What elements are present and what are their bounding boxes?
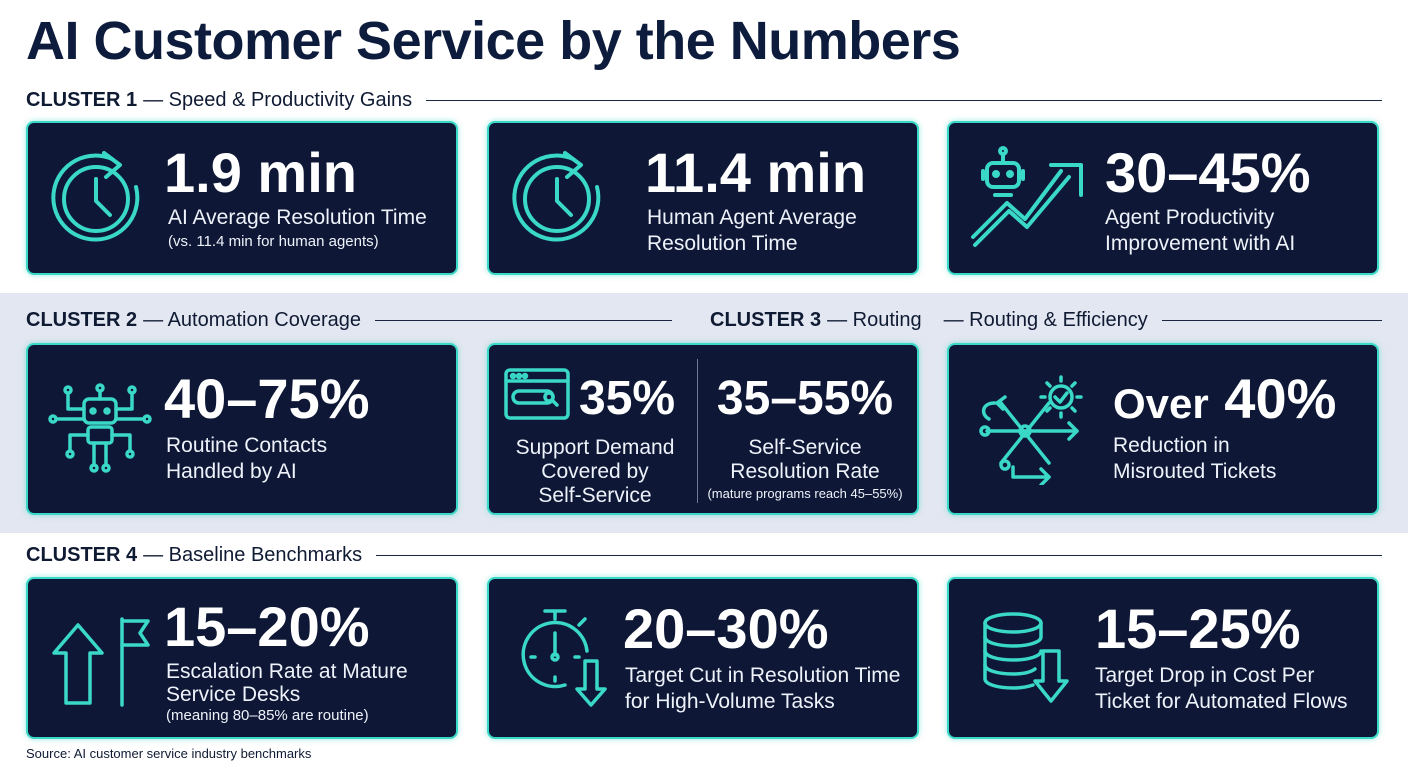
stat-note: (vs. 11.4 min for human agents): [168, 233, 379, 250]
stat-label-line-1: Agent Productivity: [1105, 206, 1275, 229]
stat-label-line-1: Escalation Rate at Mature: [166, 660, 408, 683]
card-ai-resolution-time: 1.9 min AI Average Resolution Time (vs. …: [26, 121, 458, 275]
stat-label: AI Average Resolution Time: [168, 206, 427, 229]
self-service-resolution-value: 35–55%: [716, 372, 894, 425]
self-service-resolution-note: (mature programs reach 45–55%): [707, 486, 903, 501]
cluster-4-divider: [376, 554, 1382, 556]
stat-label-line-2: Resolution Time: [647, 232, 798, 255]
routing-network-icon: [977, 375, 1089, 485]
stat-value-line: Over 40%: [1113, 369, 1336, 434]
self-service-coverage-label-line-3: Self-Service: [538, 484, 652, 507]
card-human-resolution-time: 11.4 min Human Agent Average Resolution …: [487, 121, 919, 275]
robot-trend-arrow-icon: [969, 141, 1093, 253]
cluster-1-divider: [426, 99, 1382, 101]
clock-refresh-icon: [48, 143, 148, 253]
page-title: AI Customer Service by the Numbers: [26, 11, 961, 71]
stat-value: 20–30%: [623, 597, 829, 660]
self-service-coverage-value: 35%: [579, 372, 676, 425]
stat-label-line-2: Ticket for Automated Flows: [1095, 690, 1348, 713]
cluster-3-header: CLUSTER 3 — Routing — Routing & Efficien…: [710, 308, 1382, 332]
stat-value: 30–45%: [1105, 141, 1311, 204]
source-note: Source: AI customer service industry ben…: [26, 746, 312, 761]
card-self-service: 35% Support Demand Covered by Self-Servi…: [487, 343, 919, 515]
stat-value: 15–20%: [164, 595, 370, 658]
stat-value: 40%: [1224, 367, 1337, 430]
cluster-1-name: — Speed & Productivity Gains: [143, 88, 413, 111]
clock-refresh-icon: [509, 143, 609, 253]
stat-label-line-2: for High-Volume Tasks: [625, 690, 835, 713]
self-service-coverage-label-line-1: Support Demand: [515, 436, 675, 459]
stat-prefix: Over: [1113, 380, 1209, 427]
self-service-resolution-label-line-2: Resolution Rate: [730, 460, 880, 483]
stat-label-line-1: Target Cut in Resolution Time: [625, 664, 901, 687]
stat-label-line-2: Service Desks: [166, 683, 301, 706]
card-misrouted-tickets: Over 40% Reduction in Misrouted Tickets: [947, 343, 1379, 515]
stat-value: 15–25%: [1095, 597, 1301, 660]
cluster-3-name: — Routing: [827, 308, 922, 331]
card-cost-per-ticket: 15–25% Target Drop in Cost Per Ticket fo…: [947, 577, 1379, 739]
stat-label-line-2: Misrouted Tickets: [1113, 460, 1277, 483]
stat-label-line-1: Target Drop in Cost Per: [1095, 664, 1315, 687]
stopwatch-down-icon: [517, 607, 609, 707]
stat-label-line-2: Improvement with AI: [1105, 232, 1296, 255]
cluster-3-label: CLUSTER 3: [710, 308, 822, 331]
cluster-1-label: CLUSTER 1: [26, 88, 138, 111]
card-routine-contacts: 40–75% Routine Contacts Handled by AI: [26, 343, 458, 515]
card-agent-productivity: 30–45% Agent Productivity Improvement wi…: [947, 121, 1379, 275]
card-resolution-time-cut: 20–30% Target Cut in Resolution Time for…: [487, 577, 919, 739]
coins-down-icon: [979, 611, 1079, 707]
self-service-coverage-label-line-2: Covered by: [541, 460, 649, 483]
stat-note: (meaning 80–85% are routine): [166, 707, 369, 724]
stat-label-line-2: Handled by AI: [166, 460, 297, 483]
self-service-divider: [697, 359, 698, 503]
cluster-1-header: CLUSTER 1 — Speed & Productivity Gains: [26, 88, 1382, 112]
cluster-3-name-secondary: — Routing & Efficiency: [943, 308, 1148, 331]
cluster-3-divider: [1161, 319, 1382, 321]
stat-value: 11.4 min: [645, 141, 867, 204]
cluster-4-name: — Baseline Benchmarks: [143, 543, 363, 566]
arrow-up-flag-icon: [50, 611, 150, 707]
card-escalation-rate: 15–20% Escalation Rate at Mature Service…: [26, 577, 458, 739]
cluster-4-header: CLUSTER 4 — Baseline Benchmarks: [26, 543, 1382, 567]
cluster-4-label: CLUSTER 4: [26, 543, 138, 566]
stat-value: 1.9 min: [164, 141, 357, 204]
self-service-resolution-label-line-1: Self-Service: [748, 436, 862, 459]
cluster-2-name: — Automation Coverage: [143, 308, 362, 331]
robot-circuit-icon: [46, 381, 154, 477]
cluster-2-header: CLUSTER 2 — Automation Coverage: [26, 308, 672, 332]
stat-label-line-1: Reduction in: [1113, 434, 1230, 457]
cluster-2-divider: [375, 319, 672, 321]
stat-label-line-1: Routine Contacts: [166, 434, 328, 457]
stat-value: 40–75%: [164, 367, 370, 430]
browser-search-icon: [503, 367, 573, 423]
stat-label-line-1: Human Agent Average: [647, 206, 857, 229]
cluster-2-label: CLUSTER 2: [26, 308, 138, 331]
